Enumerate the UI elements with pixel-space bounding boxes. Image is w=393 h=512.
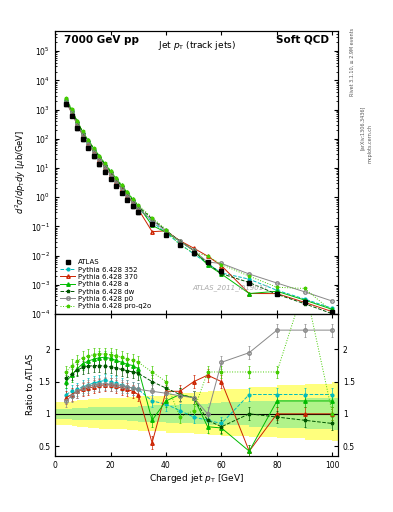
- Legend: ATLAS, Pythia 6.428 352, Pythia 6.428 370, Pythia 6.428 a, Pythia 6.428 dw, Pyth: ATLAS, Pythia 6.428 352, Pythia 6.428 37…: [59, 258, 152, 311]
- Text: [arXiv:1306.3436]: [arXiv:1306.3436]: [360, 106, 365, 150]
- X-axis label: Charged jet $p_{\rm T}$ [GeV]: Charged jet $p_{\rm T}$ [GeV]: [149, 472, 244, 485]
- Text: Rivet 3.1.10, ≥ 2.9M events: Rivet 3.1.10, ≥ 2.9M events: [350, 27, 355, 96]
- Text: Soft QCD: Soft QCD: [277, 35, 329, 45]
- Y-axis label: $d^2\sigma/dp_{\rm T}dy$ [$\mu$b/GeV]: $d^2\sigma/dp_{\rm T}dy$ [$\mu$b/GeV]: [14, 130, 28, 215]
- Y-axis label: Ratio to ATLAS: Ratio to ATLAS: [26, 354, 35, 415]
- Text: 7000 GeV pp: 7000 GeV pp: [64, 35, 138, 45]
- Text: ATLAS_2011_I919017: ATLAS_2011_I919017: [193, 285, 268, 291]
- Text: Jet $p_{\rm T}$ (track jets): Jet $p_{\rm T}$ (track jets): [158, 39, 235, 52]
- Text: mcplots.cern.ch: mcplots.cern.ch: [367, 124, 373, 163]
